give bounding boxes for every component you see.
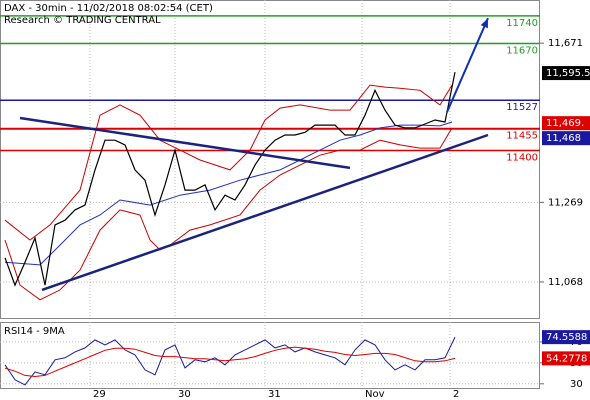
x-tick-label: Nov [365, 389, 385, 400]
forecast-arrow [446, 17, 489, 113]
value-box-label: 11,468 [546, 133, 581, 144]
level-label: 11740 [506, 18, 538, 29]
level-label: 11455 [506, 131, 538, 142]
value-box-label: 54.2778 [546, 353, 587, 364]
price-line [4, 71, 456, 287]
value-box-label: 74.5588 [546, 332, 587, 343]
arrow-head [480, 18, 488, 29]
level-label: 11400 [506, 152, 538, 163]
value-box [542, 330, 590, 345]
rsi-panel [0, 322, 540, 389]
level-label: 11527 [506, 102, 538, 113]
y-tick-label: 11,671 [548, 38, 583, 49]
rsi-line [4, 346, 456, 378]
indicator-line [4, 121, 453, 266]
rsi-label: RSI14 - 9MA [4, 326, 65, 337]
y-tick-label: 30 [570, 379, 583, 390]
chart-title: DAX - 30min - 11/02/2018 08:02:54 (CET) [4, 3, 213, 14]
indicator-line [4, 84, 453, 241]
x-tick-label: 29 [93, 389, 106, 400]
rsi-line [4, 336, 456, 386]
y-tick-label: 11,269 [548, 197, 583, 208]
price-panel [0, 0, 540, 319]
x-tick-label: 30 [178, 389, 191, 400]
trendline [19, 116, 351, 170]
level-label: 11670 [506, 46, 538, 57]
value-box [542, 116, 590, 131]
value-box [542, 351, 590, 366]
value-box-label: 11,595.5 [546, 68, 590, 79]
trendline [41, 133, 489, 292]
value-box-label: 11,469. [546, 118, 584, 129]
value-box [542, 66, 590, 81]
x-tick-label: 31 [268, 389, 281, 400]
chart-subtitle: Research © TRADING CENTRAL [4, 15, 161, 26]
x-tick-label: 2 [453, 389, 459, 400]
indicator-line [4, 127, 453, 301]
value-box [542, 131, 590, 146]
y-tick-label: 11,068 [548, 277, 583, 288]
